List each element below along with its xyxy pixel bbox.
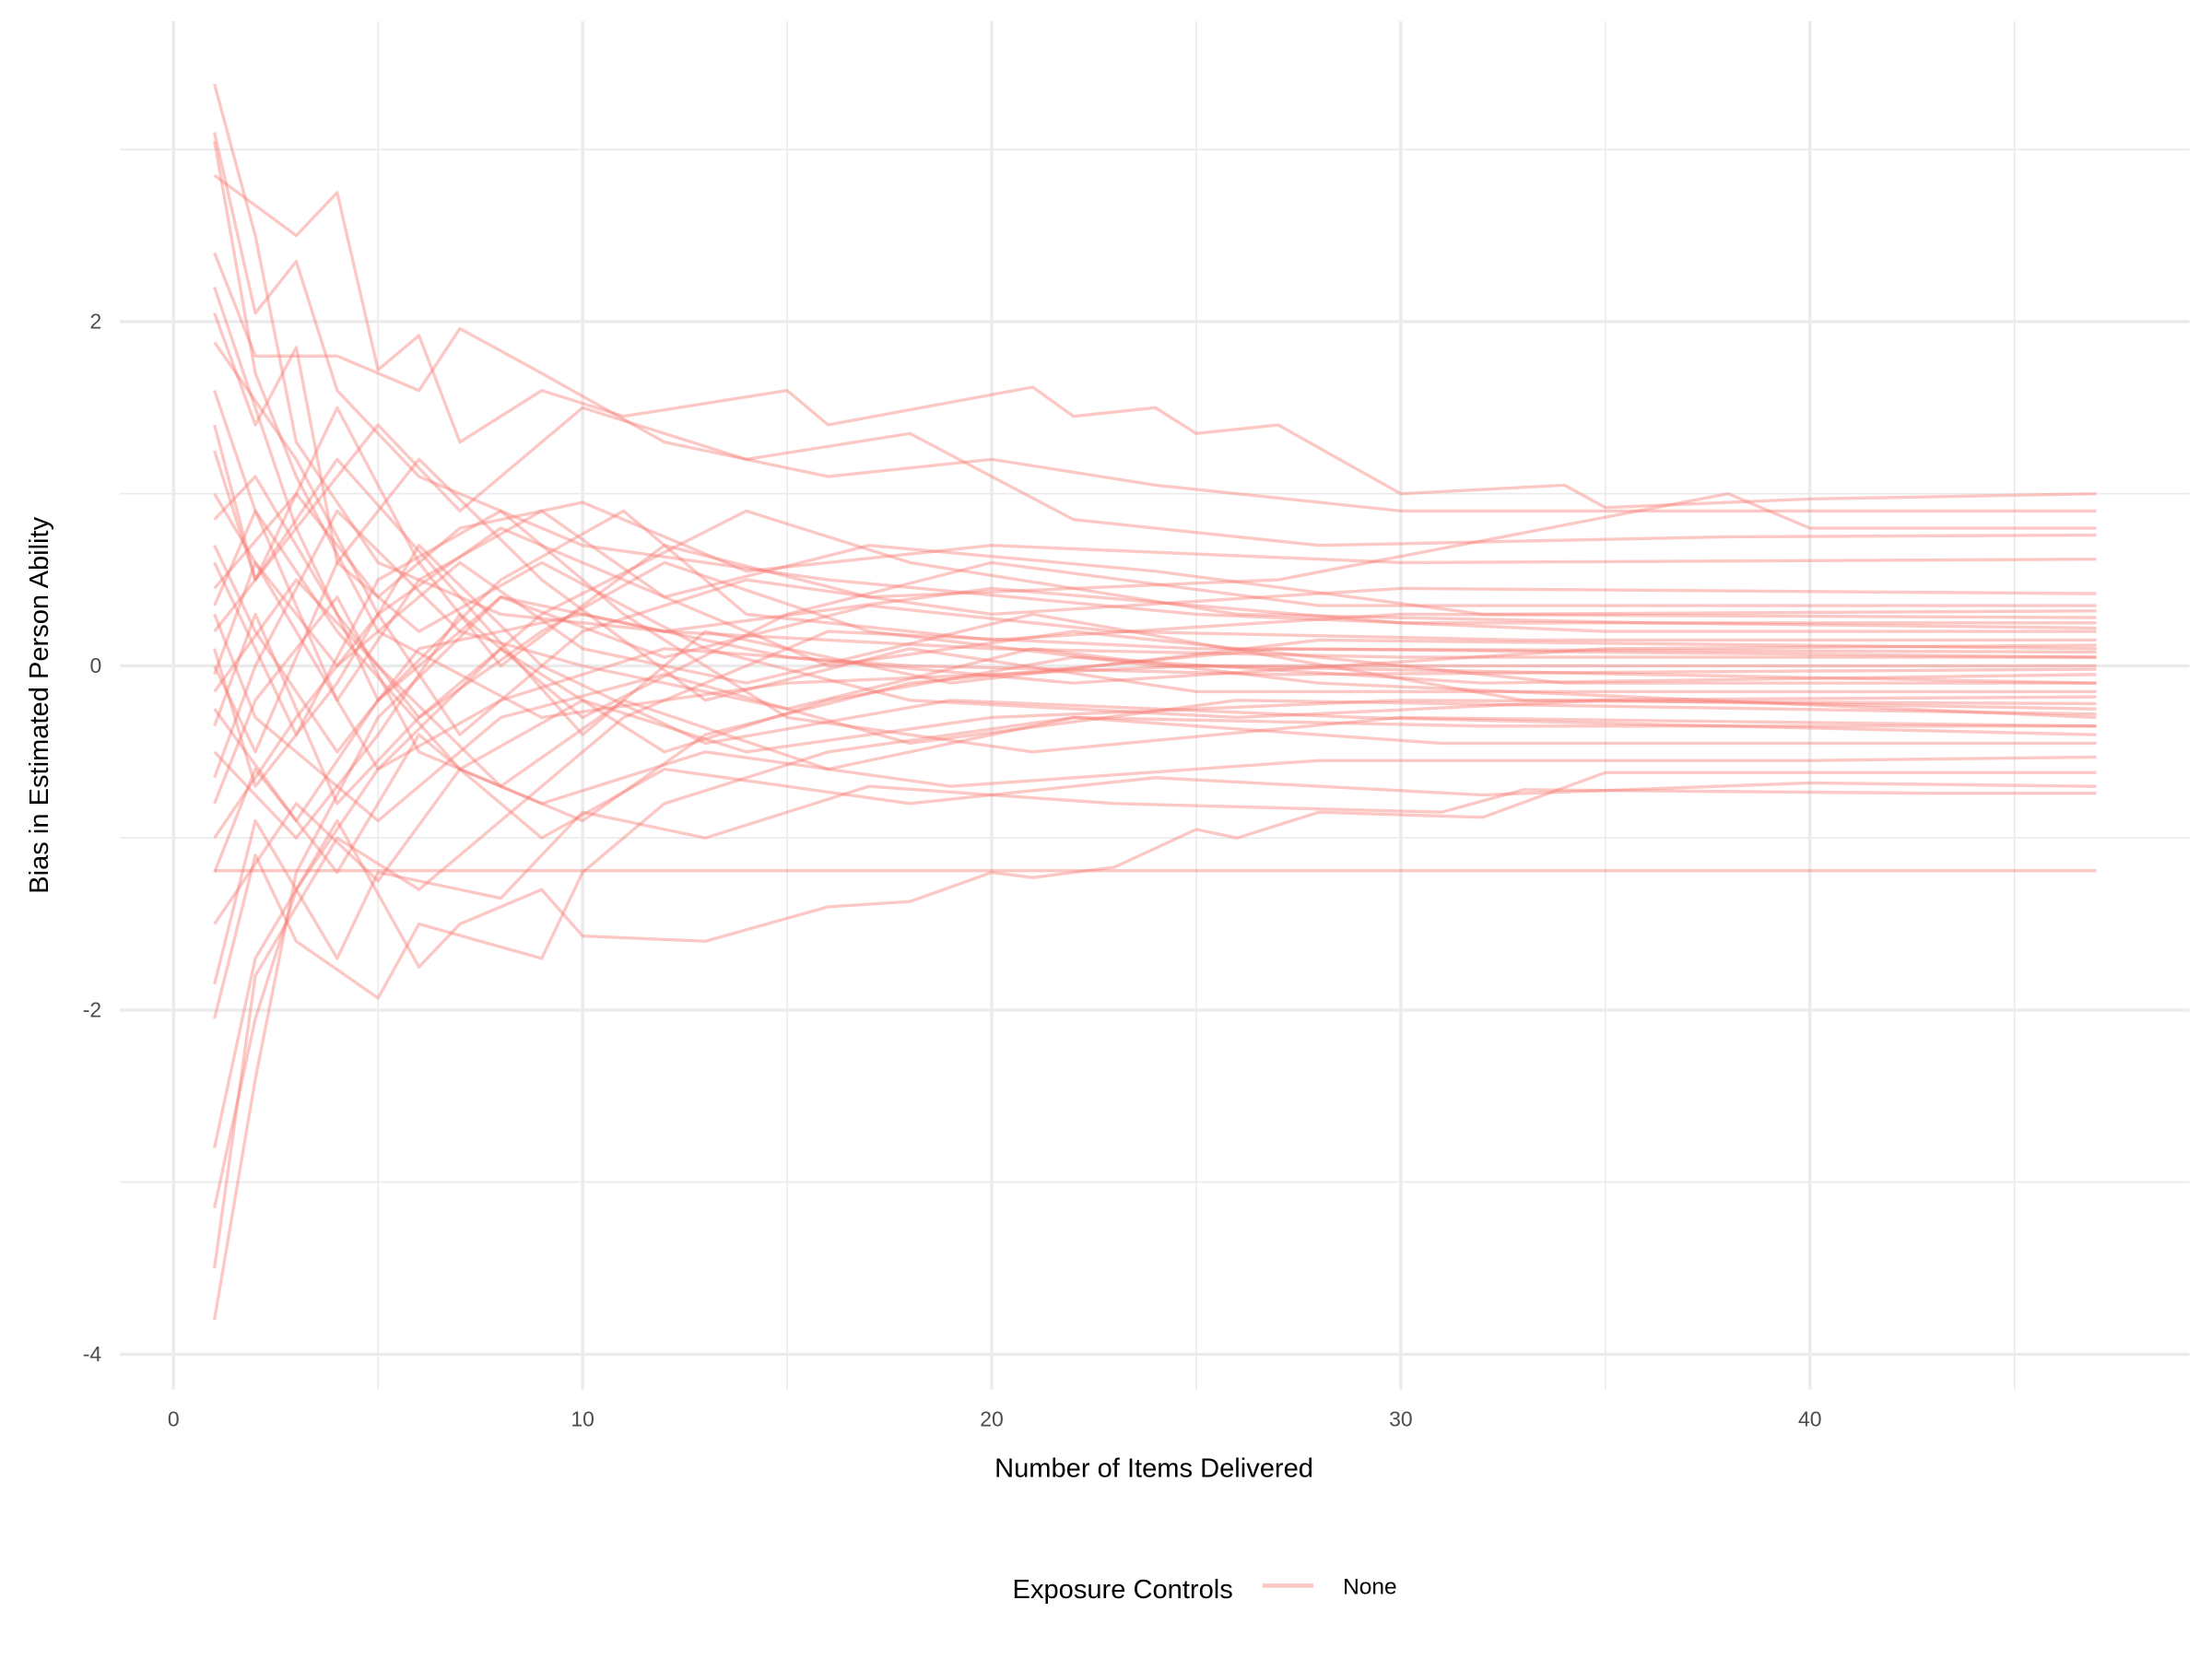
series-line-28 xyxy=(213,647,2097,1209)
series-line-11 xyxy=(213,492,2097,771)
series-line-20 xyxy=(213,595,2097,806)
series-line-15 xyxy=(213,526,2097,702)
x-tick-label: 20 xyxy=(980,1406,1004,1430)
y-tick-label: -4 xyxy=(83,1342,102,1366)
series-line-17 xyxy=(213,578,2097,788)
x-tick-label: 0 xyxy=(168,1406,180,1430)
series-line-4 xyxy=(213,173,2097,510)
y-tick-label: 0 xyxy=(89,653,101,677)
x-tick-label: 40 xyxy=(1798,1406,1822,1430)
series-line-25 xyxy=(213,784,2097,985)
series-line-9 xyxy=(213,390,2097,702)
series-line-1 xyxy=(213,83,2097,659)
series-line-2 xyxy=(213,132,2097,633)
series-line-27 xyxy=(213,771,2097,1148)
series-line-13 xyxy=(213,509,2097,754)
x-axis-title: Number of Items Delivered xyxy=(994,1454,1313,1484)
series-line-37 xyxy=(213,560,2097,702)
grid xyxy=(120,20,2190,1390)
series-line-16 xyxy=(213,457,2097,754)
series-line-38 xyxy=(213,613,2097,823)
legend-label-none: None xyxy=(1343,1575,1397,1600)
series-line-21 xyxy=(213,526,2097,840)
series-line-36 xyxy=(213,406,2097,668)
series-line-8 xyxy=(213,341,2097,736)
y-tick-label: -2 xyxy=(83,998,101,1022)
series-line-6 xyxy=(213,287,2097,547)
series-line-32 xyxy=(213,509,2097,779)
series-line-5 xyxy=(213,252,2097,513)
legend: Exposure Controls None xyxy=(1013,1575,1397,1606)
series-line-26 xyxy=(213,715,2097,1019)
series-line-19 xyxy=(213,560,2097,840)
series-line-14 xyxy=(213,509,2097,823)
series-line-7 xyxy=(213,312,2097,720)
x-tick-label: 30 xyxy=(1389,1406,1413,1430)
series-line-33 xyxy=(213,544,2097,788)
series-line-35 xyxy=(213,509,2097,823)
series-line-24 xyxy=(213,699,2097,925)
legend-title: Exposure Controls xyxy=(1013,1575,1233,1605)
series-line-30 xyxy=(212,586,2097,1321)
series-line-31 xyxy=(213,492,2097,599)
series-line-12 xyxy=(213,475,2097,720)
series-line-10 xyxy=(213,450,2097,736)
series-line-34 xyxy=(213,545,2097,754)
series-line-18 xyxy=(213,560,2097,806)
y-axis-ticks: -4 -2 0 2 xyxy=(83,310,102,1366)
y-axis-title: Bias in Estimated Person Ability xyxy=(25,516,54,893)
series-line-29 xyxy=(212,629,2097,1269)
y-tick-label: 2 xyxy=(89,310,101,334)
series-line-23 xyxy=(213,733,2097,875)
x-tick-label: 10 xyxy=(571,1406,594,1430)
x-axis-ticks: 0 10 20 30 40 xyxy=(168,1406,1822,1430)
series-lines xyxy=(212,83,2097,1321)
series-line-3 xyxy=(212,140,2097,720)
